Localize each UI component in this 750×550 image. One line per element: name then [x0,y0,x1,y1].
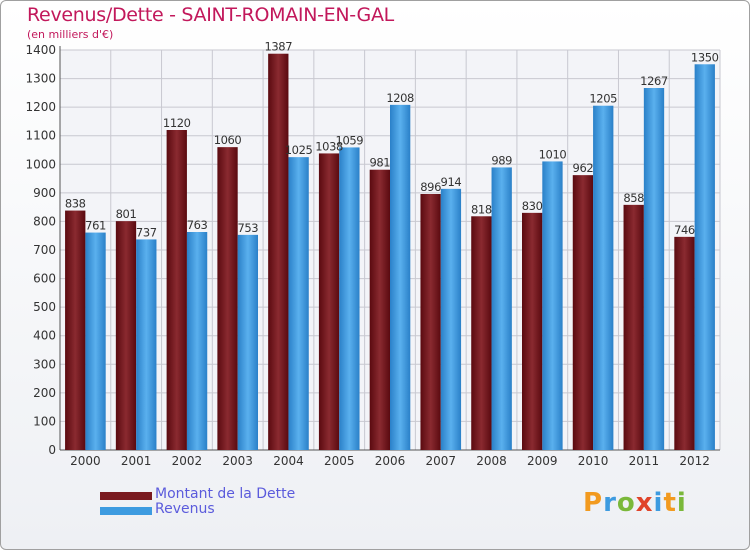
bar-revenus [186,232,208,450]
data-label-dette: 1060 [214,133,242,147]
data-label-revenus: 763 [187,218,208,232]
y-tick-label: 700 [33,243,56,257]
y-tick-label: 400 [33,329,56,343]
logo-letter: i [653,488,664,518]
logo-letter: x [635,488,654,518]
proxiti-logo: Proxiti [583,488,687,518]
bar-dette [166,130,187,450]
bar-revenus [390,104,411,450]
x-tick-label: 2001 [121,454,152,468]
bar-dette [369,169,390,450]
x-tick-label: 2004 [273,454,304,468]
data-label-dette: 1120 [163,116,191,130]
chart-title: Revenus/Dette - SAINT-ROMAIN-EN-GAL [27,4,394,26]
legend-label-debt: Montant de la Dette [155,486,296,502]
data-label-dette: 818 [471,202,492,216]
data-label-revenus: 1025 [285,143,313,157]
data-label-revenus: 737 [136,225,157,239]
data-label-revenus: 989 [491,153,512,167]
x-tick-label: 2002 [172,454,203,468]
y-tick-label: 600 [33,272,56,286]
data-label-revenus: 1059 [336,133,364,147]
bar-dette [217,147,238,450]
data-label-dette: 746 [674,223,695,237]
logo-letter: o [616,488,636,518]
bar-dette [420,194,441,450]
y-tick-label: 1100 [25,129,56,143]
data-label-dette: 1387 [264,40,292,54]
data-label-revenus: 1205 [589,92,617,106]
data-label-dette: 1038 [315,139,343,153]
bar-revenus [643,88,665,450]
y-tick-label: 0 [48,443,56,457]
y-tick-label: 800 [33,214,56,228]
bar-revenus [440,188,462,450]
legend-swatch-debt [100,492,152,500]
bar-revenus [542,161,563,450]
x-tick-label: 2012 [679,454,710,468]
bar-revenus [136,239,157,450]
data-label-revenus: 914 [441,175,462,189]
y-tick-label: 1200 [25,100,56,114]
data-label-dette: 830 [522,199,543,213]
y-tick-label: 500 [33,300,56,314]
bar-dette [623,204,644,450]
legend-swatch-revenus [100,507,152,515]
x-tick-label: 2006 [375,454,406,468]
data-label-dette: 801 [116,207,137,221]
bar-revenus [85,232,106,450]
data-label-revenus: 1208 [386,91,414,105]
x-tick-label: 2010 [578,454,609,468]
logo-letter: P [583,488,604,518]
data-label-revenus: 761 [85,219,106,233]
bar-revenus [288,157,309,450]
data-label-dette: 838 [65,197,86,211]
bar-dette [318,153,340,450]
logo-letter: i [676,488,687,518]
logo-letter: t [663,488,677,518]
legend-label-revenus: Revenus [155,501,215,517]
data-label-revenus: 753 [237,221,258,235]
chart-subtitle: (en milliers d'€) [27,28,114,41]
bar-dette [268,53,289,450]
data-label-dette: 858 [623,191,644,205]
bar-revenus [694,64,715,451]
data-label-dette: 962 [573,161,594,175]
x-tick-label: 2007 [425,454,456,468]
bar-revenus [237,234,258,450]
x-tick-label: 2000 [70,454,101,468]
y-tick-label: 1300 [25,72,56,86]
bar-dette [674,236,695,450]
data-label-revenus: 1010 [539,147,567,161]
y-tick-label: 200 [33,386,56,400]
x-tick-label: 2005 [324,454,355,468]
x-tick-label: 2009 [527,454,558,468]
data-label-dette: 896 [420,180,441,194]
data-label-revenus: 1350 [691,50,719,64]
bar-dette [522,212,543,450]
bar-dette [115,221,137,450]
y-tick-label: 100 [33,414,56,428]
bar-revenus [339,147,360,450]
bar-revenus [491,167,512,450]
y-tick-label: 900 [33,186,56,200]
y-tick-label: 1400 [25,43,56,57]
data-label-dette: 981 [369,156,390,170]
y-tick-label: 300 [33,357,56,371]
bar-dette [471,216,492,450]
logo-letter: r [603,488,617,518]
bar-dette [65,210,86,450]
bar-dette [572,175,594,450]
y-tick-label: 1000 [25,157,56,171]
data-label-revenus: 1267 [640,74,668,88]
x-tick-label: 2008 [476,454,507,468]
bar-revenus [593,105,614,450]
x-tick-label: 2003 [222,454,253,468]
x-tick-label: 2011 [629,454,660,468]
